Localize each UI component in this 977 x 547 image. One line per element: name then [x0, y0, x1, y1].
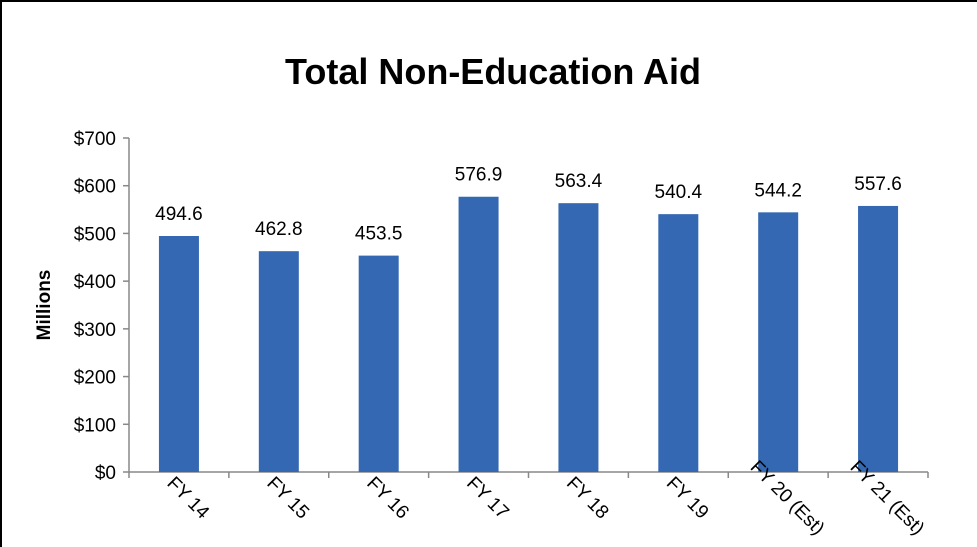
data-labels: 494.6 462.8 453.5 576.9 563.4 540.4 544.2 557.6: [155, 165, 902, 245]
x-tick-label: FY 18: [562, 473, 612, 523]
bar: [758, 212, 799, 472]
data-label: 453.5: [355, 224, 403, 245]
bar: [358, 255, 399, 472]
data-label: 462.8: [255, 219, 303, 240]
x-tick-label: FY 19: [662, 473, 712, 523]
chart-title: Total Non-Education Aid: [285, 51, 701, 92]
y-tick-label: $100: [74, 415, 116, 436]
data-label: 557.6: [854, 174, 902, 195]
x-tick-label: FY 17: [462, 473, 512, 523]
data-label: 540.4: [655, 182, 703, 203]
y-axis-label: Millions: [34, 270, 55, 341]
x-axis: [128, 471, 929, 478]
data-label: 576.9: [455, 165, 503, 186]
y-tick-label: $300: [74, 320, 116, 341]
bar: [258, 251, 299, 472]
y-tick-label: $400: [74, 272, 116, 293]
x-tick-label: FY 16: [362, 473, 412, 523]
bar: [858, 205, 899, 473]
x-tick-label: FY 14: [163, 473, 214, 524]
bar: [658, 214, 699, 473]
bar: [458, 196, 499, 473]
y-tick-label: $200: [74, 368, 116, 389]
y-tick-label: $700: [74, 129, 116, 150]
y-tick-label: $0: [95, 463, 116, 484]
data-label: 494.6: [155, 204, 203, 225]
bar: [158, 236, 199, 472]
y-tick-label: $500: [74, 224, 116, 245]
data-label: 563.4: [555, 171, 603, 192]
y-tick-label: $600: [74, 177, 116, 198]
data-label: 544.2: [754, 180, 802, 201]
bar: [558, 203, 599, 472]
y-axis: $0 $100 $200 $300 $400 $500 $600 $700: [74, 129, 130, 484]
bars: [158, 196, 899, 473]
x-tick-label: FY 15: [262, 473, 312, 523]
